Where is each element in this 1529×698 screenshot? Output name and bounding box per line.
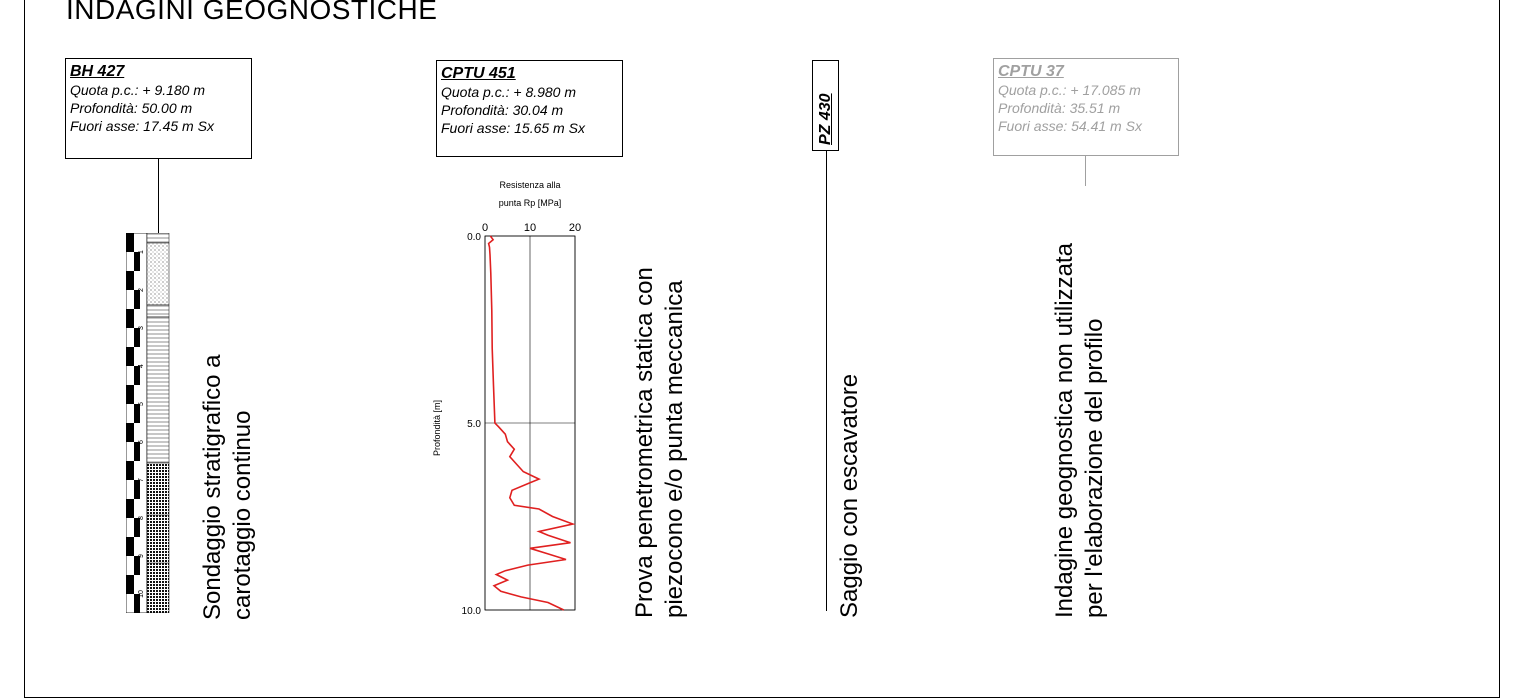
pz-description: Saggio con escavatore bbox=[836, 373, 863, 618]
bh-profondita: Profondità: 50.00 m bbox=[70, 100, 193, 116]
chart-y-tick-label: 10.0 bbox=[462, 606, 482, 617]
chart-y-tick-label: 5.0 bbox=[467, 419, 481, 430]
bh-label-box: BH 427 Quota p.c.: + 9.180 m Profondità:… bbox=[65, 58, 252, 159]
cptu37-leader-line bbox=[1085, 156, 1086, 186]
bh-scale-label: 7 bbox=[138, 478, 145, 482]
cptu37-quota: Quota p.c.: + 17.085 m bbox=[998, 82, 1141, 98]
chart-y-label: Profondità [m] bbox=[432, 400, 442, 456]
cptu37-name: CPTU 37 bbox=[998, 63, 1064, 80]
bh-scale-label: 9 bbox=[138, 554, 145, 558]
cptu37-profondita: Profondità: 35.51 m bbox=[998, 100, 1121, 116]
chart-y-tick-label: 0.0 bbox=[467, 232, 481, 243]
chart-x-tick-label: 10 bbox=[524, 222, 536, 234]
chart-title-line-2: punta Rp [MPa] bbox=[499, 198, 562, 208]
page-title: INDAGINI GEOGNOSTICHE bbox=[66, 0, 438, 25]
bh-scale-label: 1 bbox=[138, 250, 145, 254]
cptu37-description-line-1: Indagine geognostica non utilizzata bbox=[1051, 243, 1078, 618]
bh-scale-label: 10 bbox=[138, 590, 145, 598]
bh-name: BH 427 bbox=[70, 63, 125, 80]
bh-scale-label: 3 bbox=[138, 326, 145, 330]
cptu451-chart: Resistenza alla punta Rp [MPa] Profondit… bbox=[432, 180, 581, 617]
bh-scale-label: 6 bbox=[138, 440, 145, 444]
bh-fuori-asse: Fuori asse: 17.45 m Sx bbox=[70, 118, 214, 134]
cptu37-description: Indagine geognostica non utilizzata per … bbox=[1050, 243, 1110, 618]
chart-x-tick-label: 20 bbox=[569, 222, 581, 234]
bh-scale-label: 5 bbox=[138, 402, 145, 406]
chart-title-line-1: Resistenza alla bbox=[499, 180, 560, 190]
chart-x-tick-label: 0 bbox=[482, 222, 488, 234]
pz-leader-line bbox=[826, 151, 827, 611]
bh-quota: Quota p.c.: + 9.180 m bbox=[70, 82, 206, 98]
chart-series-rp bbox=[487, 235, 576, 611]
bh-description-line-1: Sondaggio stratigrafico a bbox=[199, 354, 226, 621]
bh-leader-line bbox=[158, 159, 159, 235]
bh-scale-label: 8 bbox=[138, 516, 145, 520]
cptu451-fuori-asse: Fuori asse: 15.65 m Sx bbox=[441, 120, 585, 136]
cptu451-quota: Quota p.c.: + 8.980 m bbox=[441, 84, 577, 100]
bh-stratigraphic-column: 1 2 3 4 5 6 7 8 9 10 bbox=[126, 233, 170, 613]
bh-scale-label: 2 bbox=[138, 288, 145, 292]
cptu451-description: Prova penetrometrica statica con piezoco… bbox=[630, 267, 690, 618]
pz-name: PZ 430 bbox=[817, 93, 834, 145]
cptu37-label-box: CPTU 37 Quota p.c.: + 17.085 m Profondit… bbox=[993, 58, 1179, 156]
cptu451-name: CPTU 451 bbox=[441, 65, 516, 82]
cptu37-description-line-2: per l'elaborazione del profilo bbox=[1081, 318, 1108, 618]
bh-description-line-2: carotaggio continuo bbox=[229, 410, 256, 620]
cptu37-fuori-asse: Fuori asse: 54.41 m Sx bbox=[998, 118, 1142, 134]
pz-label-box: PZ 430 bbox=[812, 60, 839, 151]
cptu451-description-line-2: piezocono e/o punta meccanica bbox=[661, 280, 688, 618]
cptu451-label-box: CPTU 451 Quota p.c.: + 8.980 m Profondit… bbox=[436, 60, 623, 157]
cptu451-profondita: Profondità: 30.04 m bbox=[441, 102, 564, 118]
cptu451-description-line-1: Prova penetrometrica statica con bbox=[631, 267, 658, 618]
bh-description: Sondaggio stratigrafico a carotaggio con… bbox=[198, 355, 258, 621]
bh-scale-label: 4 bbox=[138, 364, 145, 368]
